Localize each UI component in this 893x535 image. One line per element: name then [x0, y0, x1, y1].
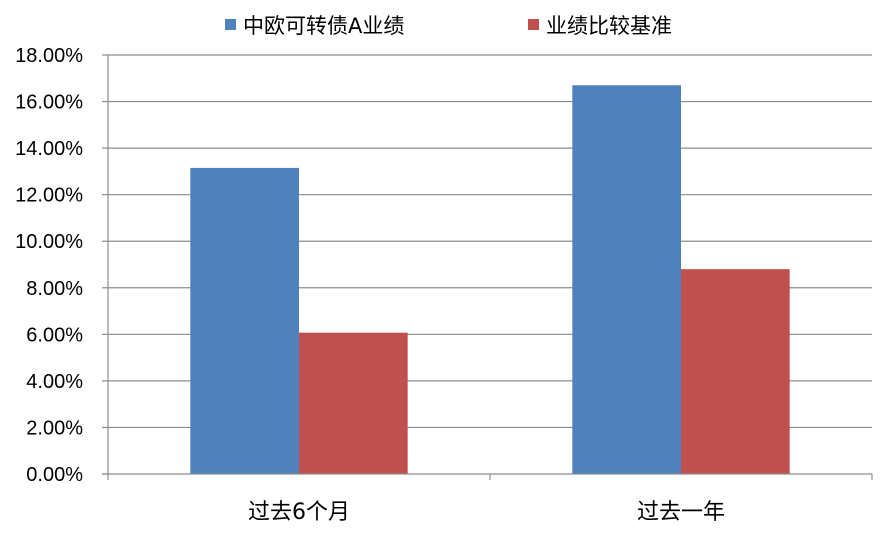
y-tick-label: 18.00% — [15, 45, 83, 67]
axes — [102, 55, 873, 480]
y-tick-label: 16.00% — [15, 92, 83, 114]
y-tick-label: 14.00% — [15, 138, 83, 160]
bar-fund — [572, 85, 681, 474]
x-axis-categories: 过去6个月 过去一年 — [248, 500, 725, 525]
y-tick-label: 12.00% — [15, 185, 83, 207]
y-axis-ticks: 0.00% 2.00% 4.00% 6.00% 8.00% 10.00% 12.00% 14.… — [15, 45, 108, 486]
x-category-label: 过去一年 — [637, 500, 725, 525]
y-tick-label: 0.00% — [26, 464, 83, 486]
legend-swatch — [225, 19, 236, 30]
y-tick-label: 8.00% — [26, 278, 83, 300]
legend-label: 业绩比较基准 — [546, 14, 672, 38]
y-tick-label: 2.00% — [26, 417, 83, 439]
legend: 中欧可转债A业绩 业绩比较基准 — [225, 14, 672, 38]
y-tick-label: 6.00% — [26, 324, 83, 346]
x-category-label: 过去6个月 — [248, 500, 350, 525]
bars — [190, 85, 790, 474]
legend-swatch — [528, 19, 539, 30]
y-tick-label: 10.00% — [15, 231, 83, 253]
bar-benchmark — [681, 269, 790, 474]
bar-benchmark — [299, 332, 408, 474]
bar-fund — [190, 167, 299, 474]
legend-label: 中欧可转债A业绩 — [243, 14, 404, 38]
y-tick-label: 4.00% — [26, 371, 83, 393]
